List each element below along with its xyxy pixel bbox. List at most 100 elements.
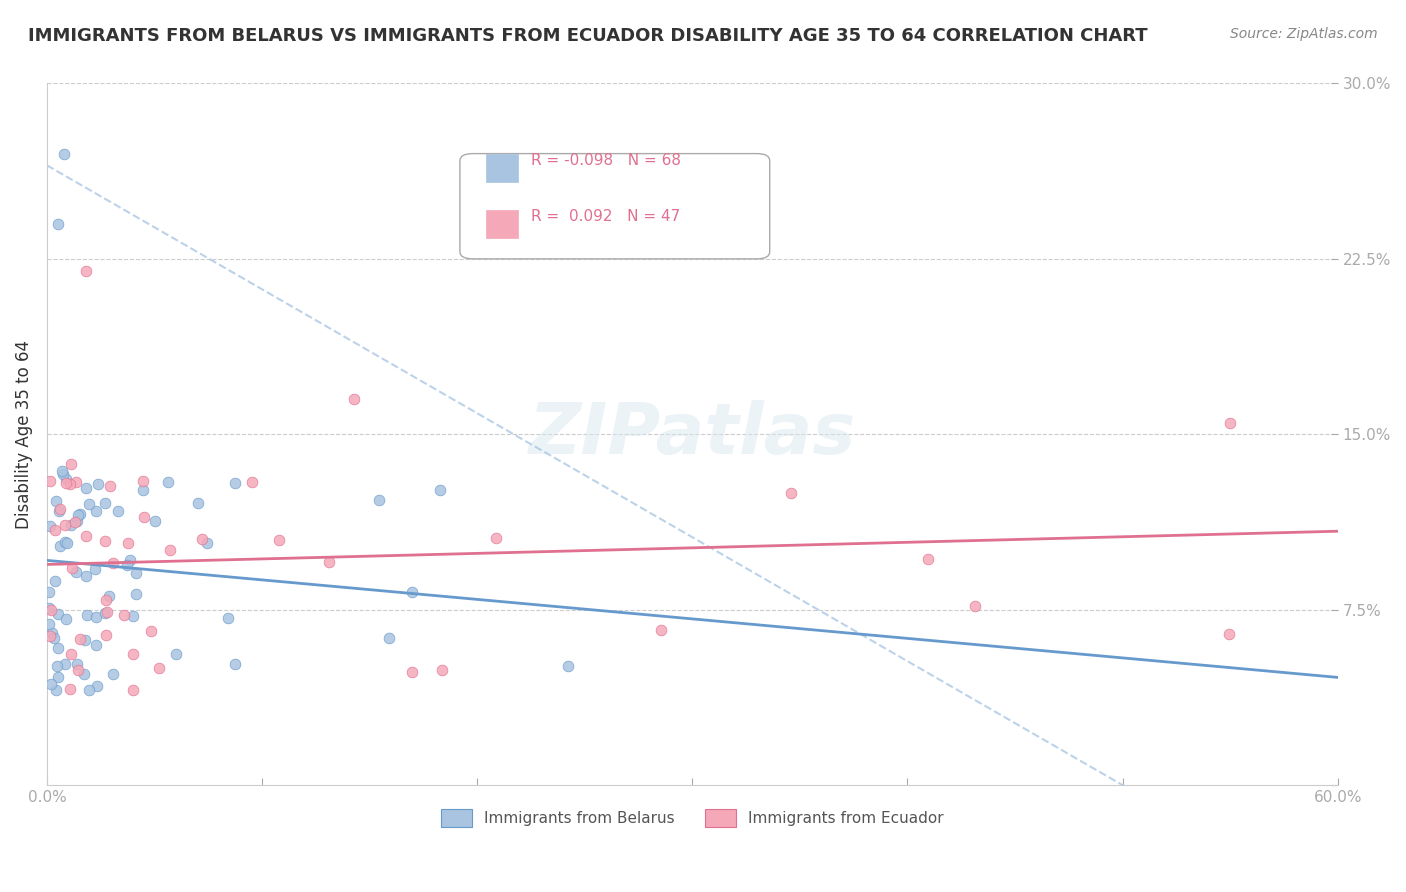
Point — [52, 467, 75, 481]
Point — [84, 638, 107, 652]
Point — [122, 609, 145, 624]
Point — [132, 483, 155, 497]
Point — [59, 682, 82, 697]
Point — [84, 610, 107, 624]
Point — [45, 493, 67, 508]
Point — [217, 611, 239, 625]
Point — [55, 535, 77, 549]
Point — [51, 464, 73, 478]
Point — [343, 392, 366, 407]
Bar — [485, 210, 517, 238]
Point — [44, 574, 66, 588]
Point — [41, 603, 63, 617]
Point — [46, 670, 69, 684]
Point — [45, 683, 67, 698]
Point — [69, 632, 91, 646]
Point — [96, 605, 118, 619]
Point — [42, 631, 65, 645]
Point — [39, 474, 62, 488]
Point — [118, 553, 141, 567]
Point — [485, 531, 508, 545]
Point — [46, 607, 69, 622]
Point — [318, 555, 340, 569]
Point — [46, 640, 69, 655]
Point — [122, 647, 145, 661]
Point — [101, 667, 124, 681]
Point — [69, 507, 91, 521]
Point — [84, 562, 107, 576]
Point — [67, 508, 90, 522]
Point — [224, 475, 246, 490]
Point — [75, 529, 97, 543]
Point — [377, 632, 399, 646]
Point — [125, 587, 148, 601]
Point — [59, 477, 82, 491]
Y-axis label: Disability Age 35 to 64: Disability Age 35 to 64 — [15, 340, 32, 529]
Point — [60, 560, 83, 574]
Point — [60, 517, 83, 532]
Point — [143, 514, 166, 528]
Point — [46, 217, 69, 231]
Point — [75, 632, 97, 647]
Point — [86, 679, 108, 693]
Point — [1218, 627, 1240, 641]
Point — [65, 475, 87, 489]
Point — [132, 475, 155, 489]
Point — [117, 536, 139, 550]
Point — [86, 504, 108, 518]
Point — [195, 535, 218, 549]
Point — [75, 569, 97, 583]
Point — [112, 608, 135, 623]
Point — [429, 483, 451, 498]
Point — [107, 504, 129, 518]
Point — [41, 626, 63, 640]
Point — [917, 551, 939, 566]
Point — [77, 682, 100, 697]
Text: R = -0.098   N = 68: R = -0.098 N = 68 — [531, 153, 681, 168]
Point — [122, 683, 145, 698]
Point — [101, 556, 124, 570]
Point — [48, 539, 70, 553]
Point — [94, 628, 117, 642]
Point — [59, 647, 82, 661]
Point — [141, 624, 163, 639]
Point — [79, 497, 101, 511]
Point — [56, 536, 79, 550]
Legend: Immigrants from Belarus, Immigrants from Ecuador: Immigrants from Belarus, Immigrants from… — [434, 803, 949, 834]
Point — [76, 608, 98, 623]
Text: Source: ZipAtlas.com: Source: ZipAtlas.com — [1230, 27, 1378, 41]
Bar — [485, 153, 517, 182]
Point — [55, 472, 77, 486]
Point — [98, 479, 121, 493]
Point — [94, 606, 117, 620]
Point — [125, 566, 148, 580]
FancyBboxPatch shape — [460, 153, 769, 259]
Point — [224, 657, 246, 672]
Point — [75, 263, 97, 277]
Point — [38, 616, 60, 631]
Point — [39, 519, 62, 533]
Point — [66, 514, 89, 528]
Point — [134, 510, 156, 524]
Point — [44, 523, 66, 537]
Point — [66, 663, 89, 677]
Point — [430, 663, 453, 677]
Point — [53, 146, 76, 161]
Point — [269, 533, 291, 547]
Point — [965, 599, 987, 613]
Point — [46, 659, 69, 673]
Text: IMMIGRANTS FROM BELARUS VS IMMIGRANTS FROM ECUADOR DISABILITY AGE 35 TO 64 CORRE: IMMIGRANTS FROM BELARUS VS IMMIGRANTS FR… — [28, 27, 1147, 45]
Point — [55, 612, 77, 626]
Point — [115, 558, 138, 573]
Point — [94, 592, 117, 607]
Point — [97, 589, 120, 603]
Point — [66, 657, 89, 671]
Point — [557, 658, 579, 673]
Point — [55, 475, 77, 490]
Point — [63, 515, 86, 529]
Text: R =  0.092   N = 47: R = 0.092 N = 47 — [531, 210, 681, 224]
Point — [368, 493, 391, 508]
Point — [93, 534, 115, 549]
Point — [159, 542, 181, 557]
Point — [94, 495, 117, 509]
